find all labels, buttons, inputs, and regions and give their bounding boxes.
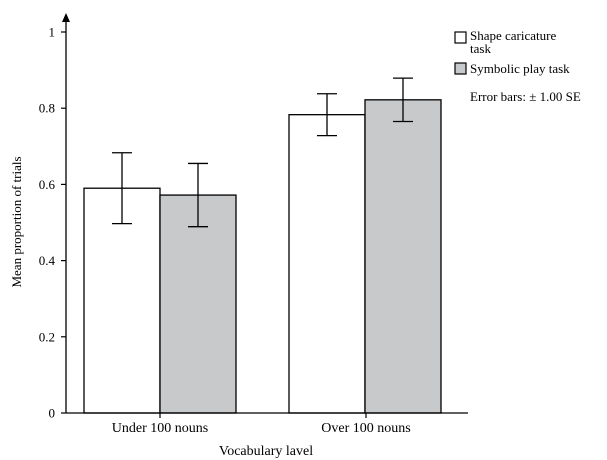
- bar-symbolic-play-under-100: [159, 194, 237, 414]
- legend-swatch-shape-caricature: [454, 31, 467, 44]
- legend-swatch-symbolic-play: [454, 62, 467, 75]
- y-axis-title: Mean proportion of trials: [9, 156, 24, 287]
- bar-shape-caricature-under-100: [83, 187, 161, 414]
- y-tick-label: 0.6: [39, 177, 56, 192]
- y-tick-label: 0.4: [39, 253, 56, 268]
- legend-label-symbolic-play: Symbolic play task: [470, 61, 570, 76]
- x-axis-title: Vocabulary lavel: [219, 444, 313, 459]
- x-tick-label: Under 100 nouns: [112, 421, 208, 436]
- y-axis-arrow: [62, 13, 70, 22]
- x-tick-label: Over 100 nouns: [321, 421, 410, 436]
- y-tick-label: 1: [49, 25, 56, 40]
- bar-symbolic-play-over-100: [364, 99, 442, 414]
- y-tick-label: 0: [49, 406, 56, 421]
- y-tick-label: 0.8: [39, 101, 55, 116]
- legend-error-note: Error bars: ± 1.00 SE: [470, 89, 581, 104]
- legend-label-shape-caricature: Shape caricature task: [470, 28, 556, 56]
- y-tick-label: 0.2: [39, 329, 55, 344]
- bar-shape-caricature-over-100: [288, 114, 366, 414]
